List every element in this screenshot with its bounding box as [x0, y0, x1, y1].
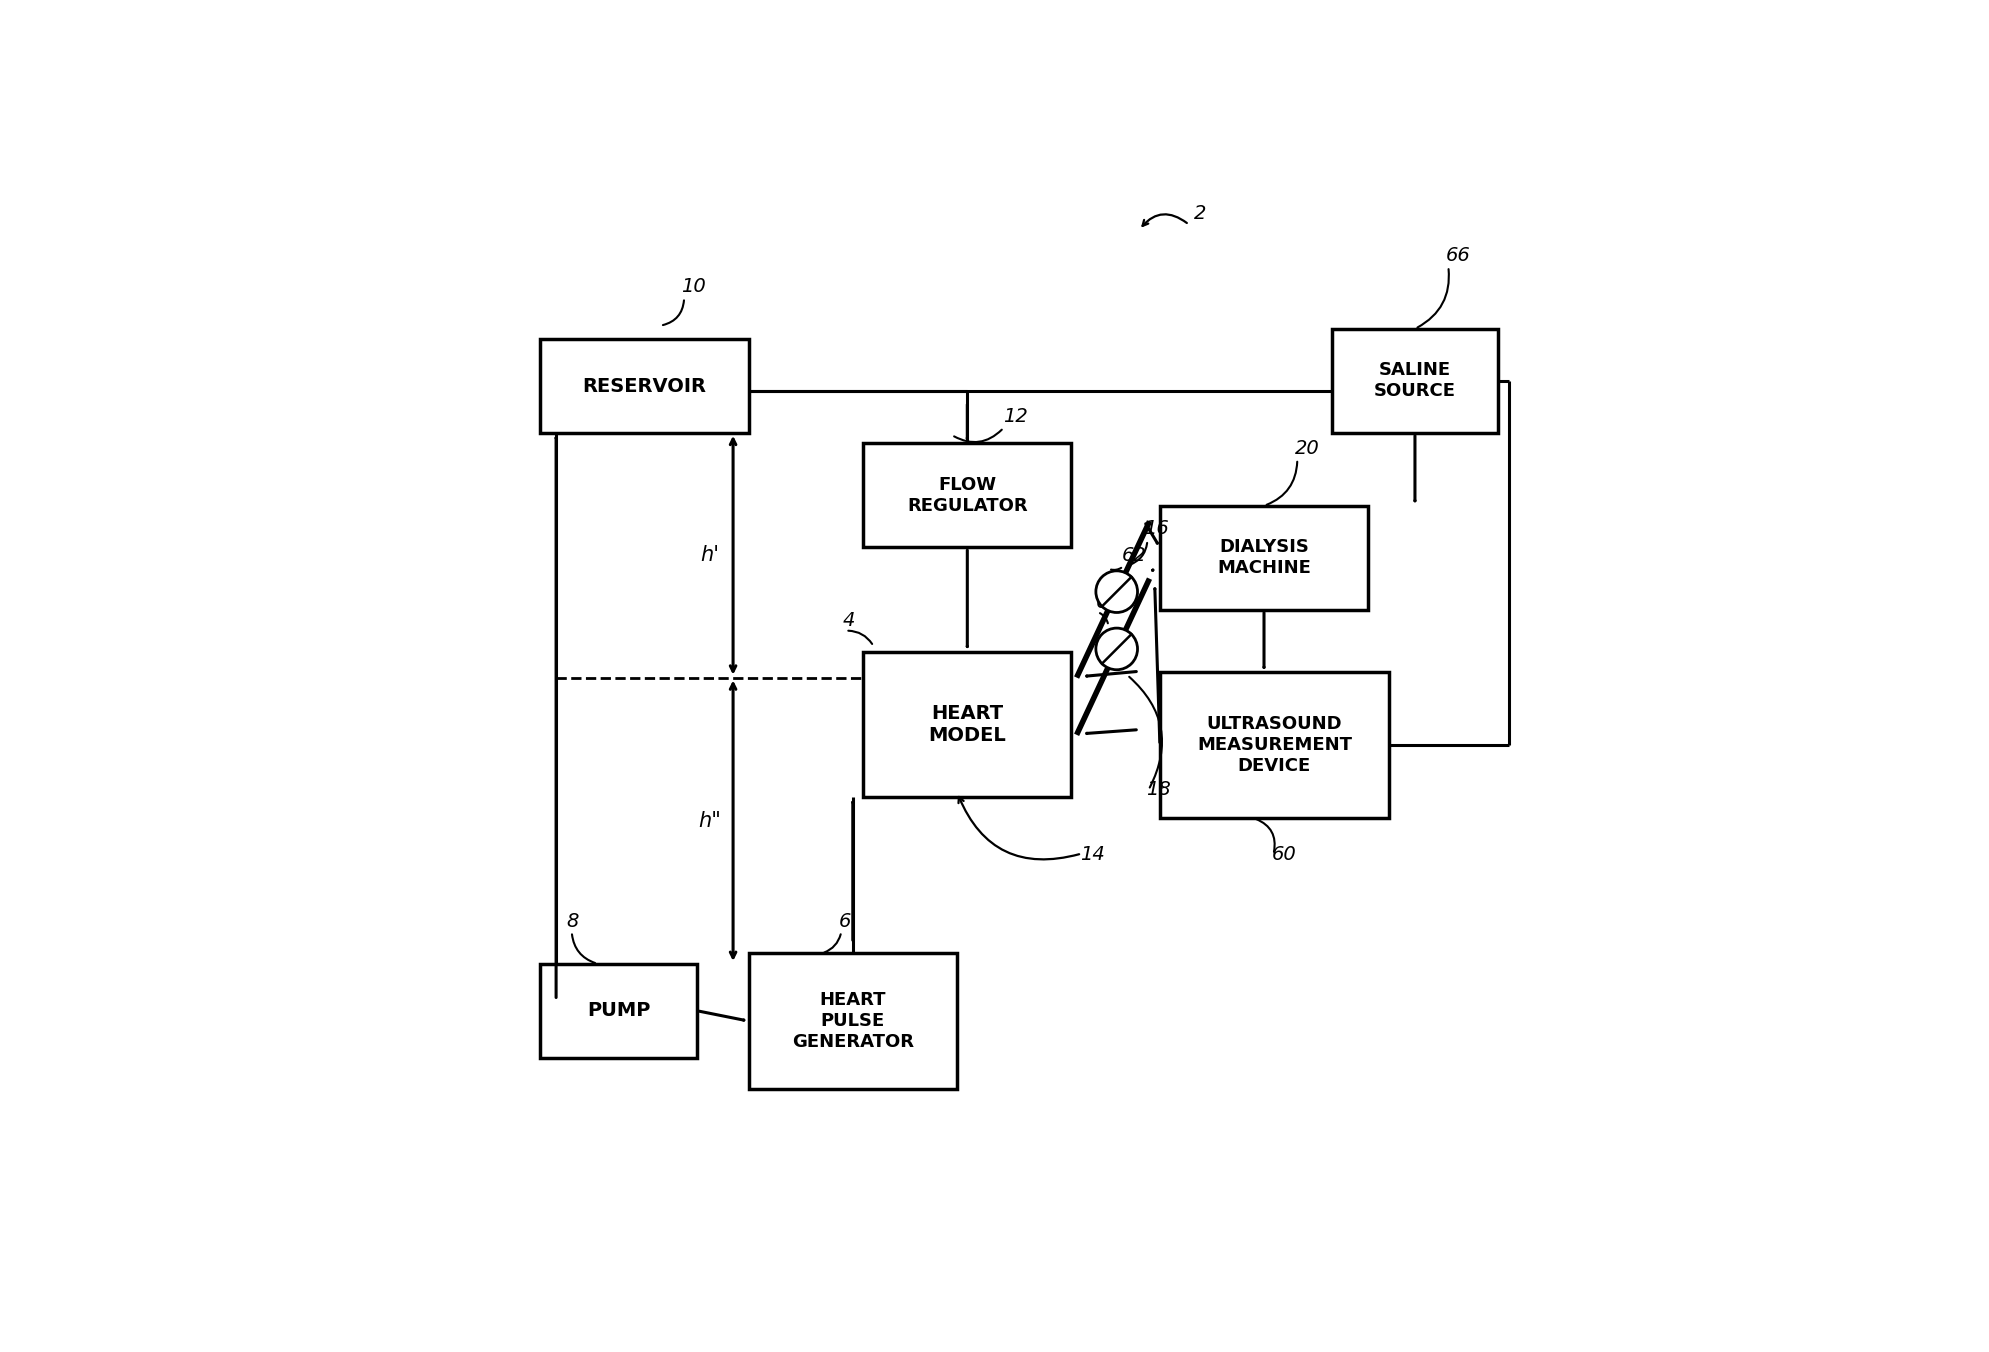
Text: 14: 14 [1080, 845, 1104, 864]
Text: HEART
PULSE
GENERATOR: HEART PULSE GENERATOR [792, 991, 913, 1051]
Text: 20: 20 [1295, 439, 1321, 458]
Text: SALINE
SOURCE: SALINE SOURCE [1374, 361, 1456, 400]
FancyBboxPatch shape [748, 953, 957, 1088]
FancyBboxPatch shape [1333, 329, 1498, 433]
Text: 66: 66 [1446, 246, 1472, 265]
Text: DIALYSIS
MACHINE: DIALYSIS MACHINE [1217, 538, 1311, 577]
FancyBboxPatch shape [863, 652, 1072, 798]
Text: 18: 18 [1146, 780, 1172, 799]
FancyBboxPatch shape [1160, 672, 1388, 818]
Text: HEART
MODEL: HEART MODEL [929, 704, 1006, 745]
Circle shape [1096, 571, 1138, 612]
FancyBboxPatch shape [863, 443, 1072, 548]
Text: 2: 2 [1193, 204, 1207, 223]
Text: ULTRASOUND
MEASUREMENT
DEVICE: ULTRASOUND MEASUREMENT DEVICE [1197, 715, 1353, 775]
Text: 16: 16 [1144, 519, 1170, 538]
Text: h": h" [698, 811, 722, 830]
Text: 6: 6 [839, 913, 851, 932]
Text: 64: 64 [1096, 592, 1120, 612]
FancyBboxPatch shape [1160, 506, 1368, 610]
Text: 8: 8 [567, 913, 579, 932]
Text: h': h' [700, 545, 720, 565]
Text: RESERVOIR: RESERVOIR [583, 377, 706, 396]
Text: 60: 60 [1271, 845, 1297, 864]
Text: 62: 62 [1122, 546, 1146, 565]
Text: 12: 12 [1002, 407, 1028, 426]
FancyBboxPatch shape [541, 964, 696, 1057]
Circle shape [1096, 629, 1138, 669]
Text: 4: 4 [843, 611, 855, 630]
FancyBboxPatch shape [541, 339, 748, 433]
Text: FLOW
REGULATOR: FLOW REGULATOR [907, 476, 1028, 515]
Text: 10: 10 [680, 277, 706, 296]
Text: PUMP: PUMP [587, 1002, 650, 1021]
